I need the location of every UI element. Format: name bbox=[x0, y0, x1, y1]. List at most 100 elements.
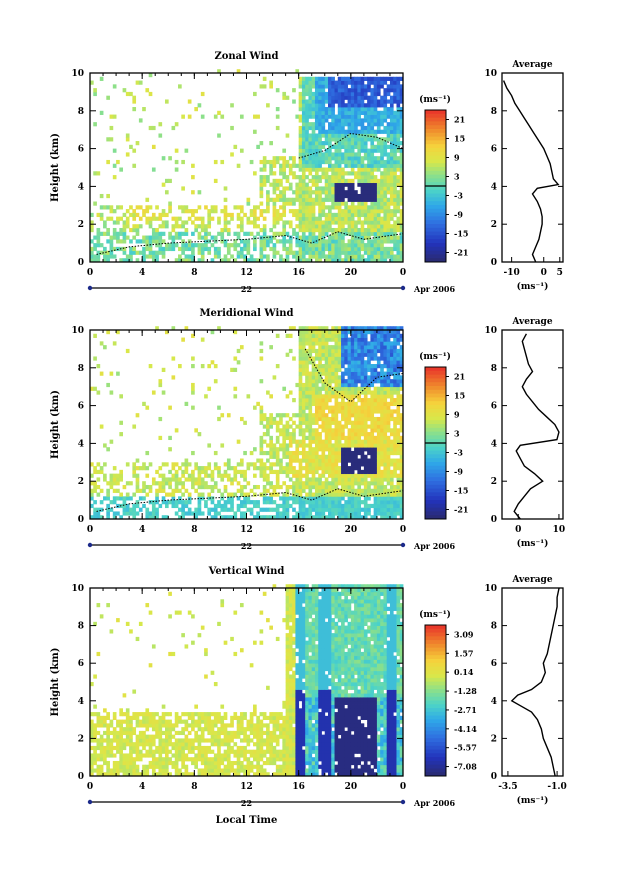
heatmap-cell bbox=[347, 382, 352, 388]
heatmap-cell bbox=[275, 477, 280, 482]
heatmap-cell bbox=[350, 95, 355, 100]
heatmap-cell bbox=[125, 772, 130, 777]
heatmap-cell bbox=[282, 227, 287, 233]
heatmap-cell bbox=[386, 371, 391, 376]
heatmap-cell bbox=[112, 84, 117, 89]
heatmap-cell bbox=[246, 246, 251, 252]
heatmap-cell bbox=[376, 141, 381, 146]
heatmap-cell bbox=[243, 492, 247, 497]
heatmap-cell bbox=[311, 371, 316, 376]
heatmap-cell bbox=[301, 341, 306, 346]
heatmap-cell bbox=[383, 190, 388, 195]
heatmap-cell bbox=[376, 110, 381, 115]
heatmap-cell bbox=[236, 216, 241, 221]
heatmap-cell bbox=[380, 458, 384, 463]
heatmap-cell bbox=[129, 629, 133, 634]
heatmap-cell bbox=[311, 432, 316, 437]
heatmap-cell bbox=[383, 447, 388, 452]
heatmap-cell bbox=[145, 742, 150, 747]
average-title: Average bbox=[511, 60, 552, 70]
heatmap-cell bbox=[288, 466, 293, 471]
heatmap-cell bbox=[360, 356, 365, 361]
heatmap-cell bbox=[383, 330, 388, 335]
heatmap-cell bbox=[308, 114, 313, 119]
heatmap-cell bbox=[217, 216, 221, 221]
heatmap-cell bbox=[389, 250, 394, 255]
heatmap-cell bbox=[142, 488, 146, 493]
heatmap-cell bbox=[370, 469, 375, 475]
heatmap-cell bbox=[341, 507, 345, 512]
heatmap-cell bbox=[344, 250, 348, 255]
heatmap-cell bbox=[328, 125, 332, 131]
heatmap-cell bbox=[341, 511, 345, 516]
heatmap-cell bbox=[301, 178, 306, 184]
heatmap-cell bbox=[262, 450, 267, 456]
heatmap-cell bbox=[226, 466, 231, 471]
heatmap-cell bbox=[399, 337, 404, 342]
heatmap-cell bbox=[370, 488, 375, 493]
heatmap-cell bbox=[383, 80, 388, 85]
heatmap-cell bbox=[207, 209, 212, 214]
heatmap-cell bbox=[171, 473, 176, 478]
heatmap-cell bbox=[253, 220, 257, 225]
heatmap-cell bbox=[370, 250, 375, 255]
heatmap-cell bbox=[285, 420, 290, 425]
heatmap-cell bbox=[125, 492, 130, 497]
heatmap-cell bbox=[324, 466, 329, 471]
heatmap-cell bbox=[331, 469, 335, 475]
heatmap-cell bbox=[367, 224, 371, 229]
heatmap-cell bbox=[236, 348, 241, 354]
heatmap-cell bbox=[311, 439, 316, 444]
heatmap-cell bbox=[328, 496, 332, 501]
heatmap-cell bbox=[311, 224, 316, 229]
heatmap-cell bbox=[305, 114, 309, 119]
heatmap-cell bbox=[275, 515, 280, 520]
heatmap-cell bbox=[321, 488, 326, 493]
heatmap-cell bbox=[93, 481, 97, 486]
heatmap-cell bbox=[318, 197, 322, 202]
heatmap-cell bbox=[213, 379, 218, 384]
heatmap-cell bbox=[298, 186, 303, 191]
heatmap-cell bbox=[376, 201, 381, 206]
heatmap-cell bbox=[344, 477, 348, 482]
heatmap-cell bbox=[93, 734, 97, 739]
heatmap-cell bbox=[380, 99, 384, 104]
heatmap-cell bbox=[246, 239, 251, 244]
heatmap-cell bbox=[125, 757, 130, 762]
colorbar-segment bbox=[425, 121, 446, 126]
heatmap-cell bbox=[354, 364, 358, 369]
heatmap-cell bbox=[301, 99, 306, 104]
heatmap-cell bbox=[376, 469, 381, 475]
day-axis-end-marker bbox=[400, 542, 406, 548]
heatmap-cell bbox=[259, 243, 264, 248]
heatmap-cell bbox=[318, 394, 322, 399]
heatmap-cell bbox=[145, 492, 150, 497]
heatmap-cell bbox=[305, 227, 309, 233]
heatmap-cell bbox=[308, 205, 313, 210]
heatmap-cell bbox=[350, 144, 355, 149]
heatmap-cell bbox=[174, 231, 179, 236]
heatmap-cell bbox=[311, 246, 316, 252]
heatmap-cell bbox=[318, 107, 322, 112]
heatmap-cell bbox=[360, 341, 365, 346]
heatmap-cell bbox=[337, 159, 342, 165]
heatmap-cell bbox=[191, 209, 195, 214]
heatmap-cell bbox=[344, 216, 348, 221]
heatmap-cell bbox=[164, 190, 169, 195]
heatmap-cell bbox=[324, 95, 329, 100]
heatmap-cell bbox=[295, 473, 300, 478]
heatmap-cell bbox=[380, 424, 384, 429]
heatmap-cell bbox=[93, 507, 97, 512]
heatmap-cell bbox=[386, 137, 391, 142]
heatmap-cell bbox=[367, 186, 371, 191]
heatmap-cell bbox=[321, 416, 326, 422]
heatmap-cell bbox=[106, 250, 110, 255]
heatmap-cell bbox=[301, 84, 306, 89]
heatmap-cell bbox=[344, 466, 348, 471]
heatmap-cell bbox=[367, 401, 371, 406]
heatmap-cell bbox=[308, 220, 313, 225]
heatmap-cell bbox=[350, 500, 355, 505]
heatmap-cell bbox=[295, 515, 300, 520]
heatmap-cell bbox=[295, 197, 300, 202]
